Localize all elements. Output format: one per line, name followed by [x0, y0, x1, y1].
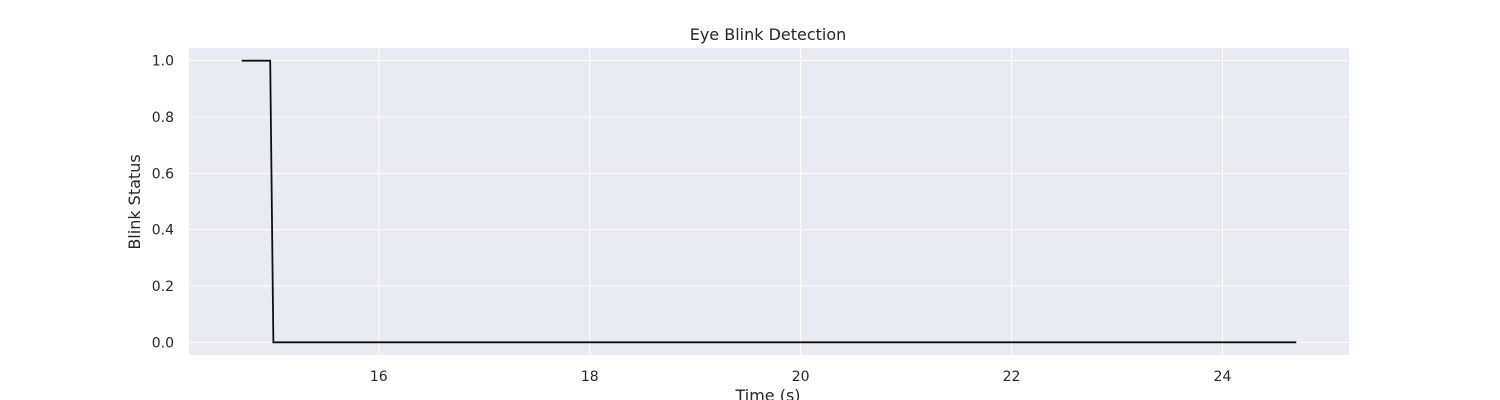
x-tick-label: 24 [1214, 369, 1232, 385]
y-axis-title: Blink Status [125, 154, 144, 249]
y-tick-labels: 0.0 0.2 0.4 0.6 0.8 1.0 [152, 54, 174, 352]
y-tick-label: 0.0 [152, 335, 174, 351]
x-tick-label: 22 [1003, 369, 1021, 385]
series-layer [241, 59, 1297, 344]
plot-area [189, 48, 1349, 355]
y-tick-label: 0.2 [152, 279, 174, 295]
x-tick-labels: 16 18 20 22 24 [370, 369, 1232, 385]
x-tick-label: 18 [581, 369, 599, 385]
x-gridlines [378, 48, 1223, 355]
x-tick-label: 16 [370, 369, 388, 385]
x-axis-title: Time (s) [734, 386, 800, 400]
blink-status-line [241, 59, 1297, 344]
y-tick-label: 0.4 [152, 223, 174, 239]
y-tick-label: 1.0 [152, 54, 174, 70]
y-tick-label: 0.6 [152, 166, 174, 182]
x-tick-label: 20 [792, 369, 810, 385]
y-tick-label: 0.8 [152, 110, 174, 126]
chart-title: Eye Blink Detection [690, 25, 847, 44]
